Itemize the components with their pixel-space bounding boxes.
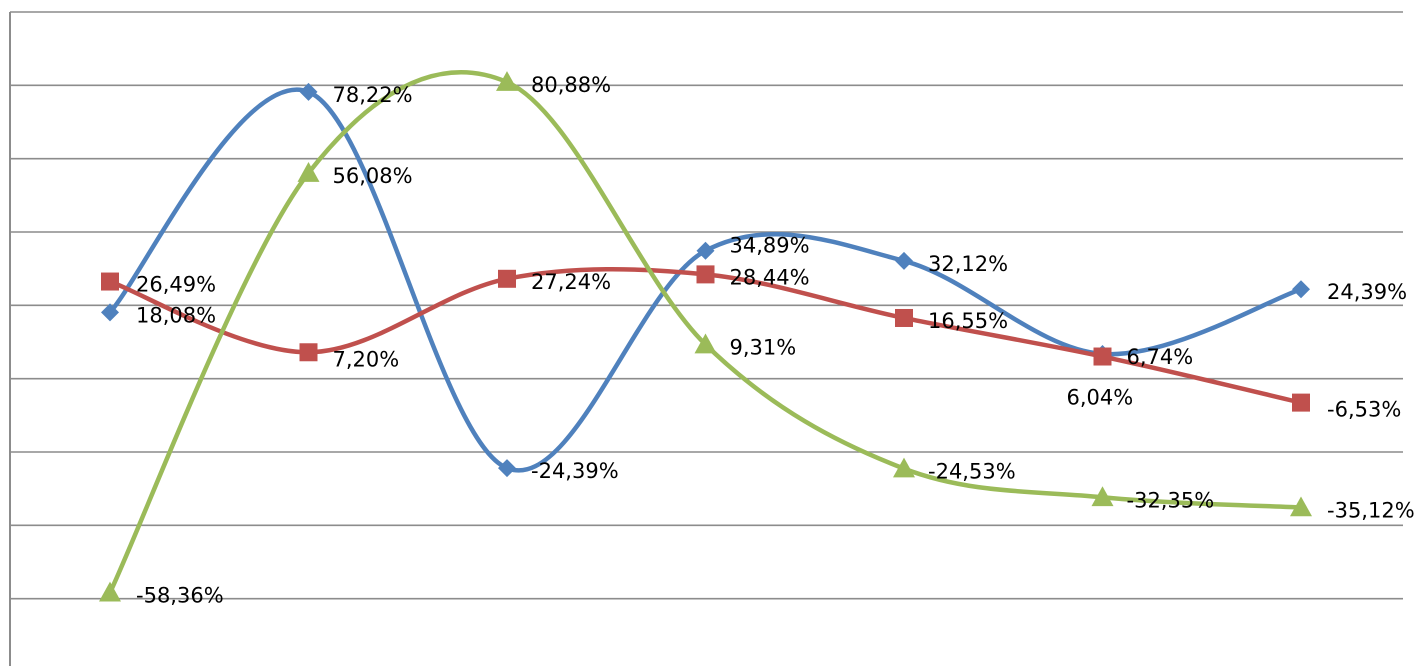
data-label: 24,39% (1327, 280, 1407, 304)
square-marker (1292, 393, 1310, 412)
series-layer (99, 70, 1312, 602)
data-label: 6,74% (1127, 345, 1194, 369)
diamond-marker (696, 241, 715, 260)
gridlines (10, 11, 1403, 600)
triangle-marker (99, 581, 121, 602)
series-3-line (107, 70, 1302, 594)
data-label: 32,12% (928, 252, 1008, 276)
data-label: 78,22% (333, 83, 413, 107)
square-marker (101, 272, 119, 291)
data-label: -24,53% (928, 460, 1016, 484)
data-label: 16,55% (928, 309, 1008, 333)
triangle-marker (297, 162, 320, 182)
diamond-marker (299, 82, 318, 101)
data-labels-layer: 18,08% 78,22% -24,39% 34,89% 32,12% 6,74% 24,3… (136, 73, 1415, 608)
data-label: -6,53% (1327, 398, 1401, 422)
data-label: 56,08% (333, 164, 413, 188)
data-label: 28,44% (730, 265, 810, 289)
data-label: -58,36% (136, 584, 224, 608)
diamond-marker (101, 303, 119, 322)
square-marker (299, 343, 318, 362)
diamond-marker (895, 251, 913, 270)
square-marker (1093, 347, 1112, 366)
square-marker (895, 308, 913, 327)
data-label: 80,88% (531, 73, 611, 97)
data-label: 6,04% (1067, 386, 1134, 410)
diamond-marker (1292, 280, 1310, 299)
data-label: 27,24% (531, 270, 611, 294)
triangle-marker (496, 71, 518, 91)
triangle-marker (1091, 486, 1114, 507)
square-marker (696, 265, 715, 284)
data-label: -32,35% (1127, 488, 1215, 512)
triangle-marker (1290, 496, 1312, 517)
data-label: -35,12% (1327, 498, 1415, 522)
data-label: 9,31% (730, 336, 797, 360)
triangle-marker (694, 333, 717, 354)
diamond-marker (498, 459, 516, 478)
triangle-marker (893, 457, 915, 478)
square-marker (498, 269, 516, 288)
data-label: 18,08% (136, 303, 216, 327)
data-label: 34,89% (730, 234, 810, 258)
data-label: 7,20% (333, 347, 400, 371)
data-label: 26,49% (136, 273, 216, 297)
data-label: -24,39% (531, 459, 619, 483)
